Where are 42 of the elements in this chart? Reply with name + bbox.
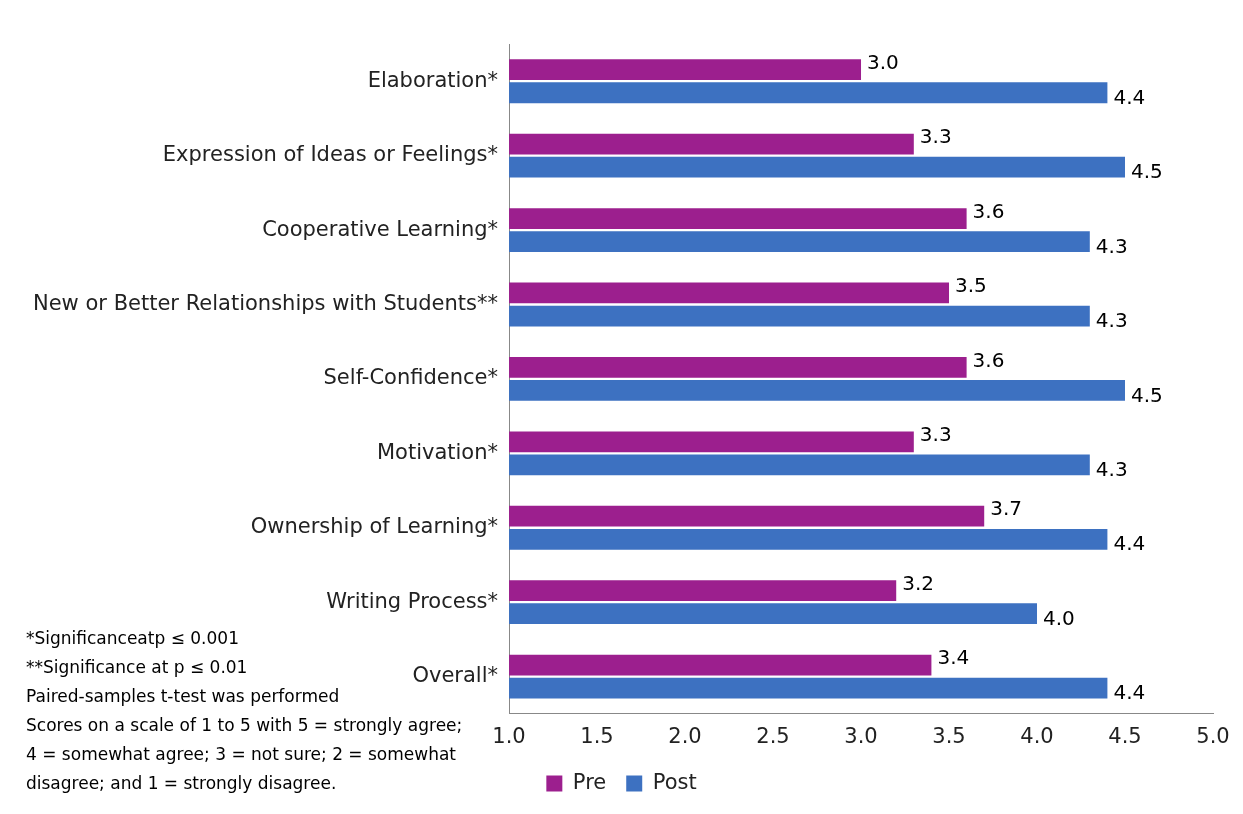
x-tick-label: 4.0 — [1020, 723, 1054, 748]
text: 3.3 — [919, 124, 952, 149]
y-tick-label: Ownership of Learning* — [250, 514, 499, 539]
y-tick-label: New or Better Relationships with Students** — [32, 290, 499, 315]
legend-label: Post — [652, 769, 697, 794]
text: **Significance at p ≤ 0.01 — [26, 657, 248, 677]
x-tick-label: 5.0 — [1196, 723, 1230, 748]
text: 4.3 — [1095, 233, 1128, 258]
x-tick-label: 3.0 — [844, 723, 878, 748]
text: 3.7 — [990, 496, 1023, 521]
text: 4.5 — [1131, 382, 1163, 407]
text: *Significanceatp ≤ 0.001 — [26, 627, 240, 650]
text: 4.4 — [1113, 84, 1146, 109]
text: Scores on a scale of 1 to 5 with 5 = strongly agree; 4 = somewhat agree; 3 = not sure; 2 = somewhat disagree; and 1 = strongly disagree. — [26, 714, 464, 795]
text: 3.5 — [955, 273, 987, 298]
text: 4.3 — [1095, 308, 1128, 333]
text: 3.4 — [937, 645, 970, 670]
text: 4.4 — [1113, 680, 1146, 705]
y-tick-label: Elaboration* — [367, 67, 499, 92]
text: 3.6 — [972, 198, 1005, 223]
y-tick-label: Motivation* — [376, 439, 499, 464]
y-tick-label: Cooperative Learning* — [262, 216, 499, 241]
x-tick-label: 1.0 — [492, 723, 526, 748]
text: 4.4 — [1113, 531, 1146, 556]
text: Paired-samples t-test was performed — [26, 686, 340, 706]
y-tick-label: Overall* — [412, 663, 499, 688]
text: 3.3 — [919, 421, 952, 446]
y-tick-label: Expression of Ideas or Feelings* — [162, 142, 499, 167]
x-tick-label: 2.5 — [756, 723, 790, 748]
x-tick-label: 3.5 — [932, 723, 966, 748]
text: 4.3 — [1095, 457, 1128, 482]
text: 3.2 — [902, 570, 935, 595]
text: 4.5 — [1131, 159, 1163, 184]
x-tick-label: 2.0 — [668, 723, 702, 748]
text: 3.6 — [972, 347, 1005, 372]
y-tick-label: Writing Process* — [326, 588, 499, 613]
legend-label: Pre — [572, 769, 607, 794]
x-tick-label: 1.5 — [580, 723, 614, 748]
text: 3.0 — [867, 49, 899, 74]
x-tick-label: 4.5 — [1108, 723, 1142, 748]
y-tick-label: Self-Confidence* — [323, 365, 499, 390]
text: 4.0 — [1043, 605, 1075, 630]
